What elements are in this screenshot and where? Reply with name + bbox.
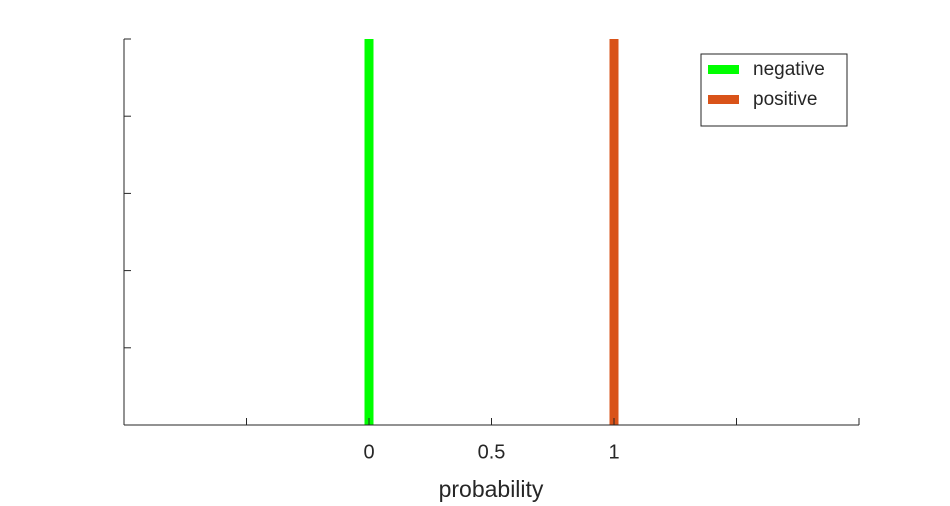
legend-label: positive — [753, 89, 817, 110]
x-tick-label: 0.5 — [478, 441, 506, 463]
x-axis-label: probability — [439, 476, 544, 502]
legend-swatch — [708, 95, 739, 104]
x-tick-label: 1 — [608, 441, 619, 463]
legend-swatch — [708, 65, 739, 74]
bar — [609, 39, 619, 425]
legend-label: negative — [753, 59, 825, 80]
x-tick-label: 0 — [363, 441, 374, 463]
bar — [364, 39, 374, 425]
